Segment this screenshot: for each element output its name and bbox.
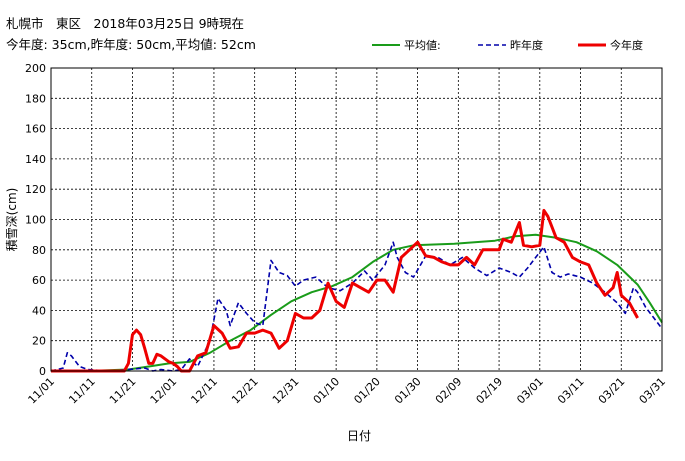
x-tick-label: 12/31	[270, 375, 302, 407]
y-tick-label: 0	[39, 365, 46, 378]
y-tick-label: 60	[32, 274, 46, 287]
y-tick-label: 80	[32, 244, 46, 257]
series-line-3	[51, 208, 639, 373]
series-line-2	[50, 241, 663, 372]
y-axis-label: 積雪深(cm)	[4, 188, 19, 252]
grid	[51, 68, 662, 371]
y-tick-label: 40	[32, 304, 46, 317]
plot-frame	[50, 67, 663, 372]
x-tick-label: 11/21	[107, 375, 139, 407]
x-axis-ticks: 11/01 11/11 11/21 12/01 12/11 12/21 12/31 01/10…	[26, 375, 669, 407]
y-tick-label: 140	[25, 153, 46, 166]
x-tick-label: 01/10	[311, 375, 343, 407]
x-tick-label: 03/01	[514, 375, 546, 407]
x-tick-label: 01/30	[392, 375, 424, 407]
chart-title: 札幌市 東区 2018年03月25日 9時現在	[6, 16, 244, 31]
x-tick-label: 12/11	[188, 375, 220, 407]
y-tick-label: 120	[25, 183, 46, 196]
series-line-1	[51, 233, 663, 372]
x-tick-label: 11/01	[26, 375, 58, 407]
x-tick-label: 02/09	[433, 375, 465, 407]
series-group	[50, 208, 663, 373]
x-tick-label: 12/01	[148, 375, 180, 407]
legend-label-3: 今年度	[610, 38, 643, 52]
x-tick-label: 11/11	[66, 375, 98, 407]
legend-label-2: 昨年度	[510, 38, 543, 52]
y-axis-ticks: 0 20 40 60 80 100 120 140 160 180 200	[25, 62, 46, 378]
x-tick-label: 01/20	[351, 375, 383, 407]
legend-label-1: 平均値:	[404, 39, 441, 52]
x-tick-label: 03/31	[637, 375, 669, 407]
x-tick-label: 03/11	[555, 375, 587, 407]
y-tick-label: 160	[25, 123, 46, 136]
legend: 平均値: 昨年度 今年度	[372, 38, 643, 52]
x-axis-label: 日付	[347, 429, 371, 443]
chart-subtitle: 今年度: 35cm,昨年度: 50cm,平均値: 52cm	[6, 37, 256, 52]
y-tick-label: 100	[25, 214, 46, 227]
x-tick-label: 02/19	[474, 375, 506, 407]
x-tick-label: 12/21	[229, 375, 261, 407]
y-tick-label: 200	[25, 62, 46, 75]
x-tick-label: 03/21	[596, 375, 628, 407]
y-tick-label: 20	[32, 335, 46, 348]
y-tick-label: 180	[25, 92, 46, 105]
